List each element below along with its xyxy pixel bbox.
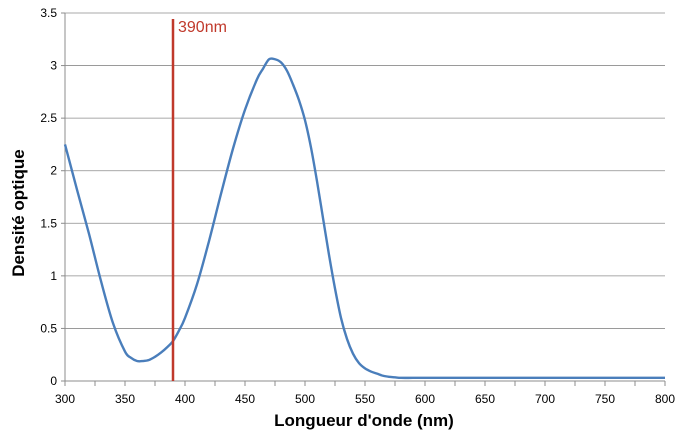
x-tick-label: 350: [115, 392, 135, 406]
y-tick-label: 1.5: [40, 216, 57, 230]
y-tick-label: 3.5: [40, 6, 57, 20]
annotations: 390nm: [171, 19, 227, 381]
x-tick-label: 650: [475, 392, 495, 406]
y-tick-label: 2.5: [40, 111, 57, 125]
series-layer: [63, 57, 665, 380]
x-tick-labels: 300 350 400 450 500 550 600 650 700 750 800: [55, 392, 675, 406]
x-tick-label: 800: [655, 392, 675, 406]
x-tick-label: 600: [415, 392, 435, 406]
y-tick-labels: 0 0.5 1 1.5 2 2.5 3 3.5: [40, 6, 57, 388]
x-tick-label: 700: [535, 392, 555, 406]
x-tick-label: 750: [595, 392, 615, 406]
y-tick-label: 0: [50, 374, 57, 388]
x-tick-label: 300: [55, 392, 75, 406]
gridlines: [65, 12, 665, 329]
y-tick-label: 2: [50, 164, 57, 178]
axes: [61, 12, 666, 386]
x-tick-label: 550: [355, 392, 375, 406]
x-tick-label: 450: [235, 392, 255, 406]
x-tick-label: 500: [295, 392, 315, 406]
y-axis-title: Densité optique: [9, 149, 28, 277]
series-line: [63, 57, 665, 380]
x-tick-label: 400: [175, 392, 195, 406]
x-axis-title: Longueur d'onde (nm): [274, 411, 454, 430]
marker-label-390nm: 390nm: [178, 19, 227, 36]
y-tick-label: 3: [50, 59, 57, 73]
y-tick-label: 1: [50, 269, 57, 283]
y-tick-label: 0.5: [40, 321, 57, 335]
